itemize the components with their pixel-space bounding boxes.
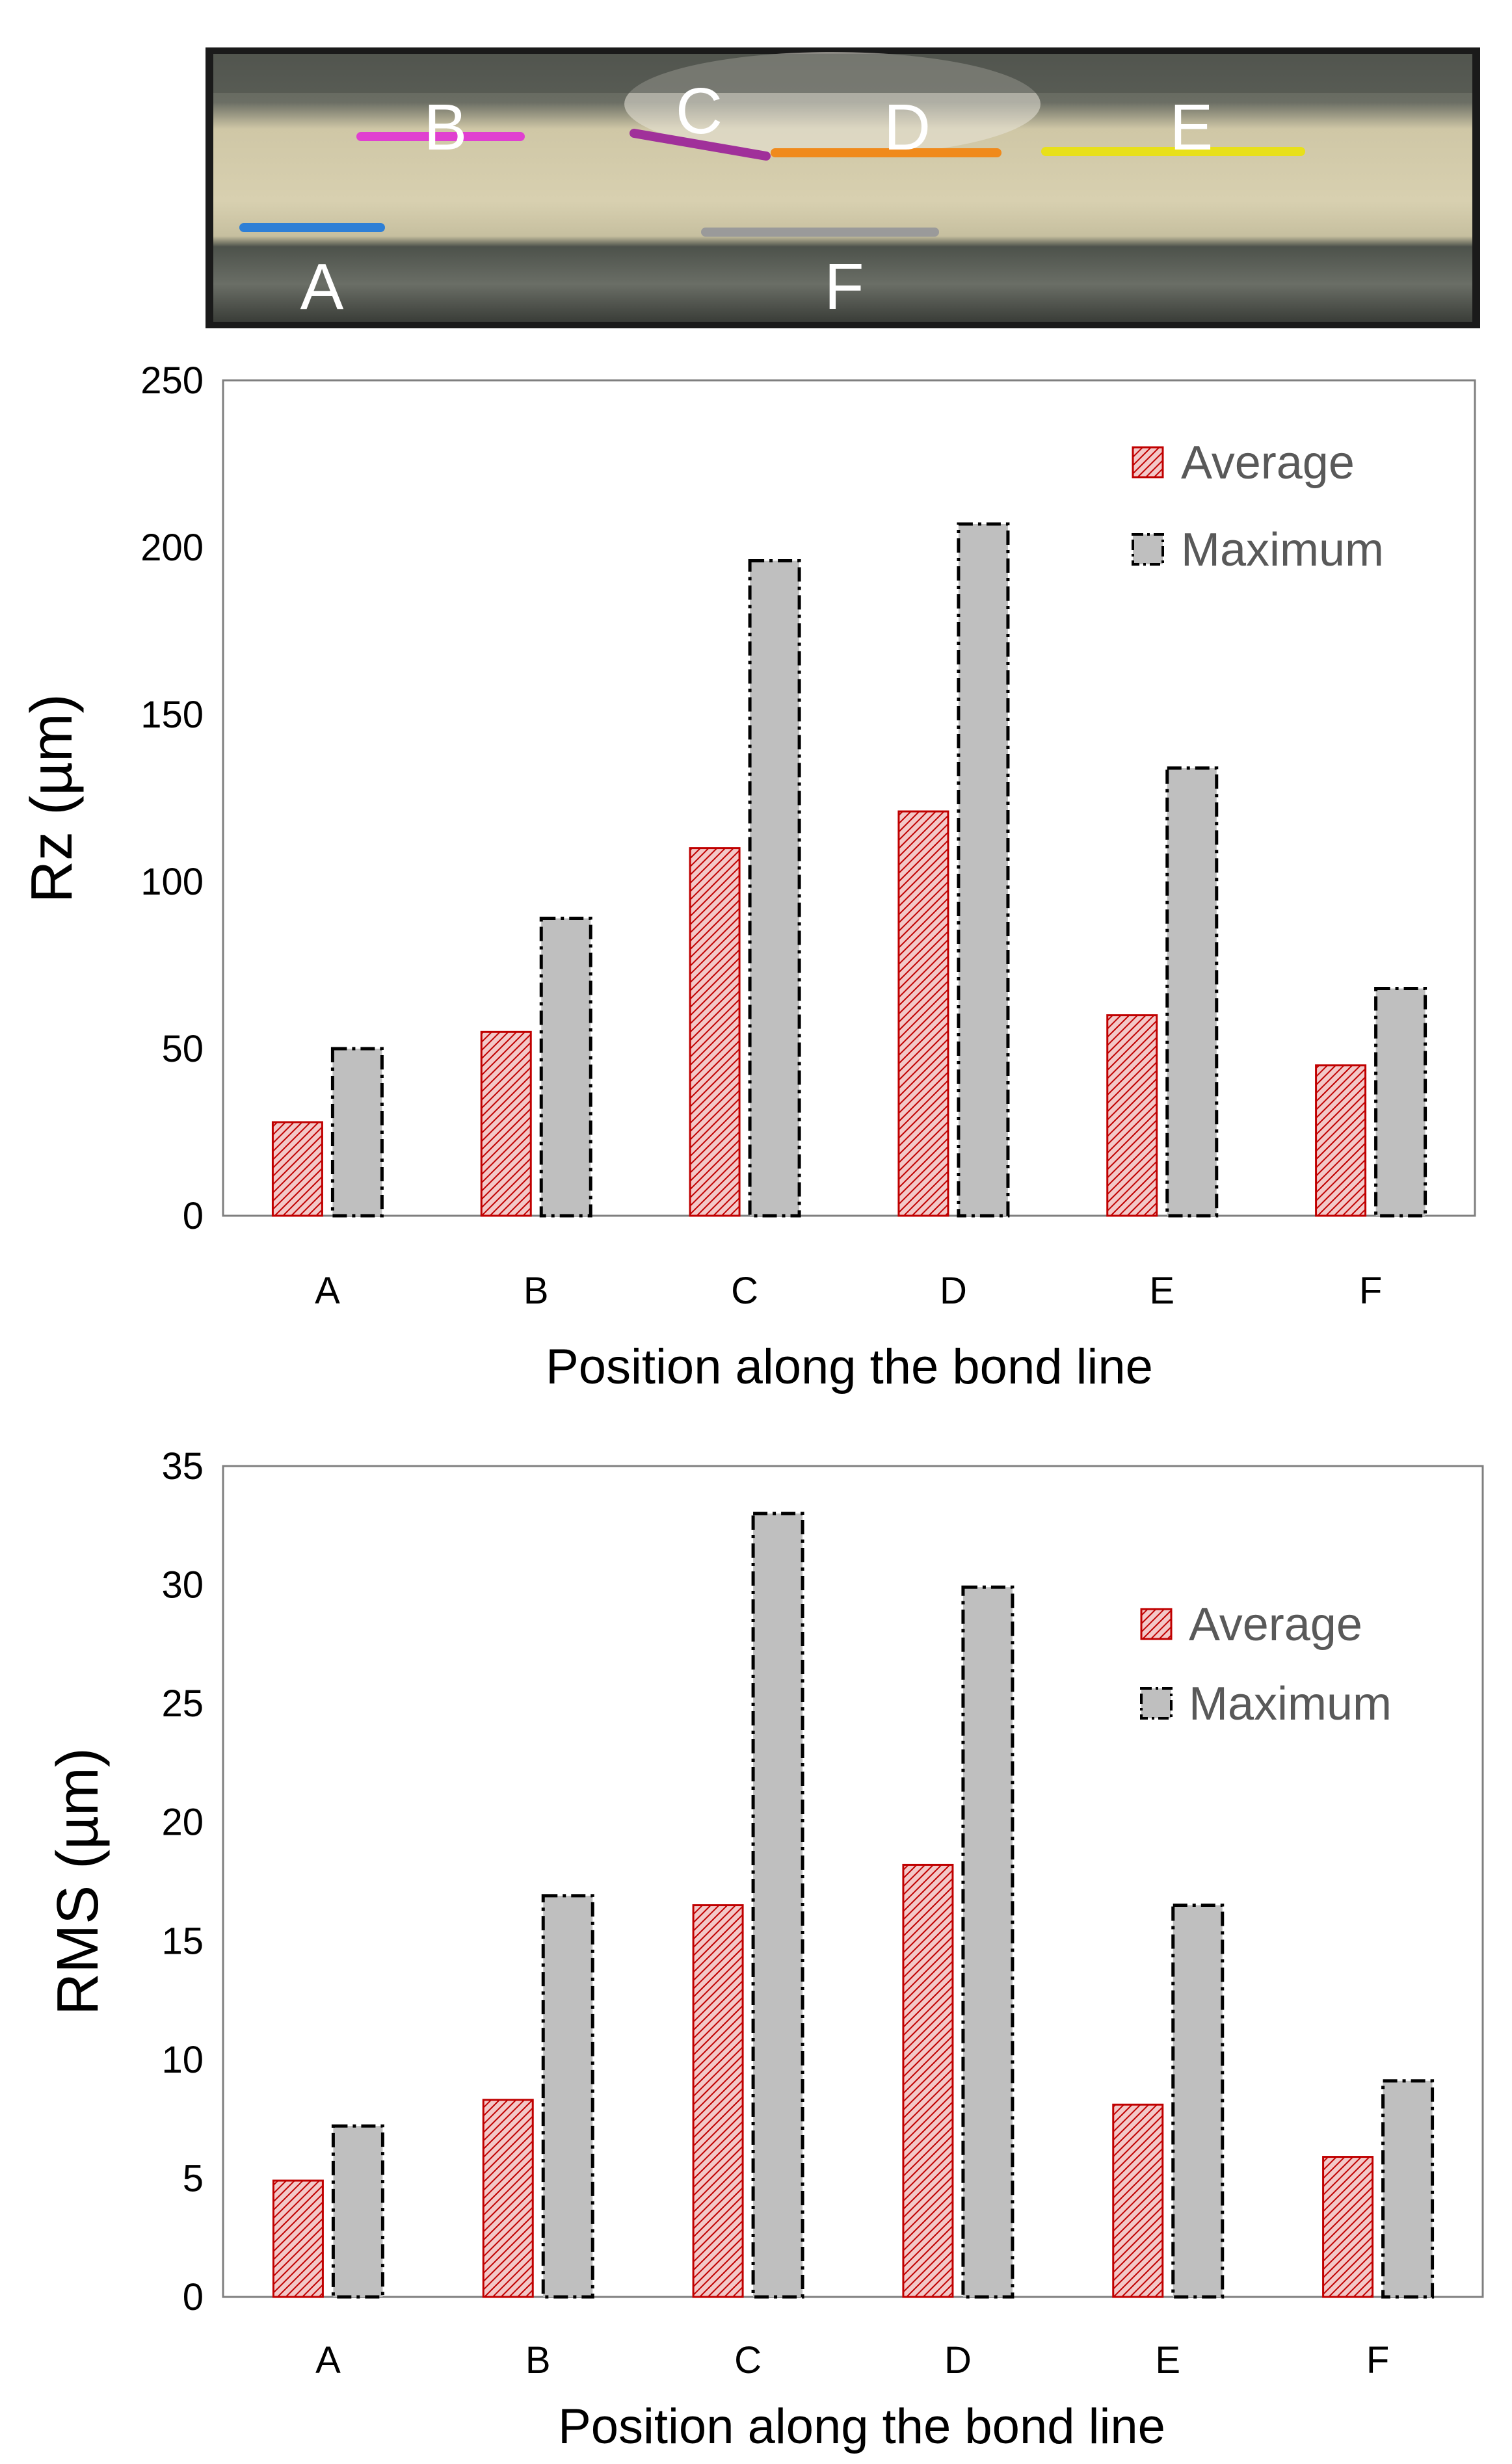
rz-legend-maximum-label: Maximum [1181, 524, 1384, 576]
rms-legend-maximum-swatch [1140, 1687, 1173, 1720]
rz-bar-maximum-a [330, 1047, 384, 1218]
rz-bar-average-d [897, 810, 949, 1217]
photo-label-a: A [300, 250, 344, 323]
rms-bar-average-e [1112, 2103, 1164, 2298]
rms-legend: Average Maximum [1140, 1599, 1392, 1730]
rz-category-label: D [940, 1270, 967, 1312]
rms-legend-average-label: Average [1189, 1599, 1362, 1651]
rz-bar-average-e [1106, 1014, 1158, 1217]
rz-bar-average-a [271, 1121, 323, 1217]
rz-legend-average-swatch [1132, 446, 1164, 478]
rms-category-label: A [315, 2339, 341, 2381]
rms-bar-average-d [902, 1863, 954, 2298]
rms-category-label: B [525, 2339, 551, 2381]
rms-bar-maximum-a [331, 2124, 384, 2299]
rz-category-label: A [315, 1270, 340, 1312]
rms-y-tick-label: 25 [161, 1683, 204, 1725]
rms-category-label: E [1155, 2339, 1180, 2381]
rms-chart: 0 5 10 15 20 25 30 35 A B C D E F RMS (µm) Position … [46, 1445, 1484, 2454]
rms-y-tick-label: 0 [183, 2276, 204, 2318]
rz-category-label: E [1149, 1270, 1174, 1312]
rz-y-tick-label: 150 [140, 694, 204, 736]
rz-y-tick-label: 200 [140, 527, 204, 569]
photo-label-f: F [824, 250, 864, 323]
rz-bar-maximum-f [1374, 986, 1427, 1218]
rms-y-axis-title: RMS (µm) [46, 1748, 111, 2015]
rz-y-tick-label: 50 [161, 1028, 204, 1070]
rms-bar-maximum-c [751, 1512, 804, 2299]
rz-bar-maximum-e [1165, 766, 1219, 1218]
rms-y-tick-label: 10 [161, 2039, 204, 2081]
rz-y-tick-label: 0 [183, 1195, 204, 1237]
rms-bar-average-b [482, 2099, 534, 2298]
photo-label-b: B [424, 91, 468, 164]
photo-line-c [630, 129, 771, 161]
rms-bar-average-f [1322, 2156, 1374, 2298]
rz-bar-average-b [480, 1030, 532, 1217]
rms-legend-average-swatch [1140, 1608, 1173, 1640]
photo-label-c: C [676, 75, 723, 148]
rz-plot-area [222, 379, 1476, 1217]
rms-legend-maximum-label: Maximum [1189, 1678, 1392, 1730]
micrograph-photo: A B C D E F [206, 47, 1480, 328]
rms-bar-maximum-d [961, 1585, 1015, 2299]
rms-bar-average-c [692, 1904, 744, 2298]
photo-label-e: E [1170, 91, 1214, 164]
rz-bar-maximum-c [748, 559, 801, 1218]
rz-legend: Average Maximum [1132, 437, 1384, 576]
rz-chart: 0 50 100 150 200 250 A B C D E F Rz (µm) Position … [20, 360, 1476, 1395]
rms-y-tick-label: 35 [161, 1445, 204, 1488]
rz-x-axis-title: Position along the bond line [546, 1339, 1153, 1395]
rz-bar-average-c [689, 847, 741, 1217]
rms-category-label: F [1366, 2339, 1389, 2381]
rz-category-label: B [524, 1270, 549, 1312]
rms-bar-maximum-f [1381, 2079, 1435, 2299]
rz-bar-maximum-b [539, 917, 592, 1218]
rz-y-axis-title: Rz (µm) [20, 694, 85, 903]
rz-bar-average-f [1315, 1064, 1367, 1217]
rms-category-label: D [944, 2339, 972, 2381]
rz-legend-maximum-swatch [1132, 533, 1164, 566]
rms-y-tick-label: 30 [161, 1564, 204, 1606]
rz-category-label: C [731, 1270, 758, 1312]
photo-top-band [213, 54, 1472, 93]
rms-bar-maximum-b [541, 1894, 594, 2299]
rms-y-tick-label: 20 [161, 1802, 204, 1844]
rz-category-label: F [1359, 1270, 1382, 1312]
rms-bar-average-a [272, 2179, 324, 2298]
rms-y-tick-label: 5 [183, 2157, 204, 2199]
rms-y-tick-label: 15 [161, 1920, 204, 1962]
rms-plot-area [222, 1465, 1484, 2298]
rz-bar-maximum-d [957, 522, 1010, 1218]
rz-legend-average-label: Average [1181, 437, 1355, 489]
photo-label-d: D [884, 91, 931, 164]
rms-x-axis-title: Position along the bond line [558, 2399, 1165, 2454]
rms-category-label: C [734, 2339, 762, 2381]
rz-y-tick-label: 100 [140, 861, 204, 903]
rz-y-tick-label: 250 [140, 360, 204, 402]
rms-bar-maximum-e [1171, 1904, 1225, 2299]
